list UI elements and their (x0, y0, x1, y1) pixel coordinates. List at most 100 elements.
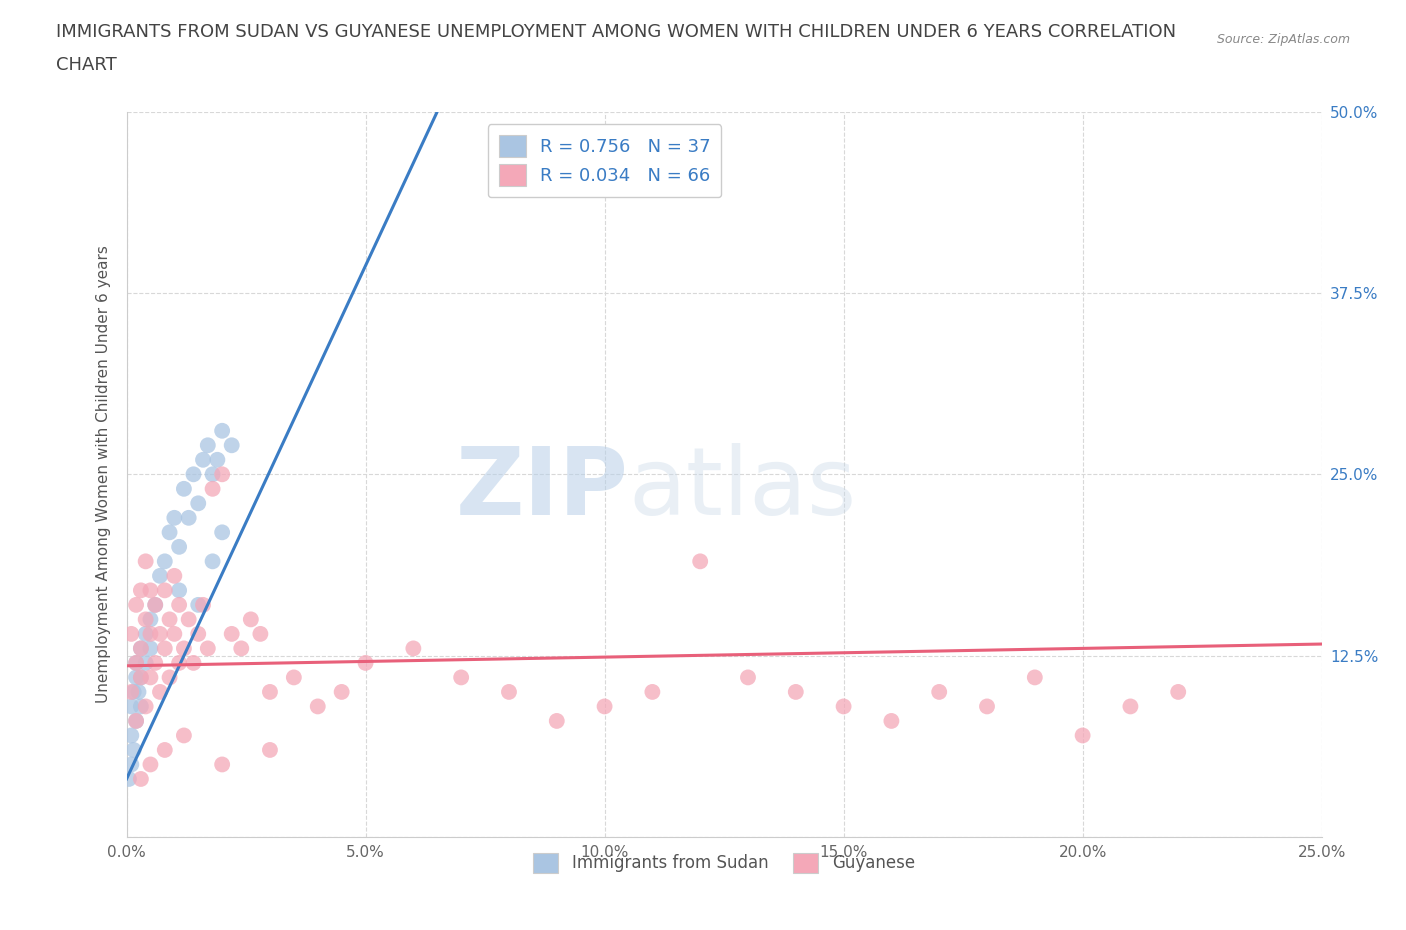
Point (125, 656, 148, 671)
Point (785, 684, 807, 699)
Point (173, 728, 195, 743)
Point (737, 670, 759, 684)
Point (125, 656, 148, 671)
Point (259, 684, 281, 699)
Point (135, 554, 157, 569)
Point (498, 684, 520, 699)
Point (593, 699, 616, 714)
Point (149, 684, 172, 699)
Point (832, 699, 855, 714)
Point (259, 742, 281, 757)
Y-axis label: Unemployment Among Women with Children Under 6 years: Unemployment Among Women with Children U… (96, 246, 111, 703)
Point (159, 670, 181, 684)
Point (187, 627, 209, 642)
Point (120, 627, 142, 642)
Point (1071, 728, 1094, 743)
Point (880, 713, 903, 728)
Point (139, 612, 162, 627)
Point (153, 742, 176, 757)
Point (127, 684, 149, 699)
Point (153, 554, 176, 569)
Point (167, 656, 190, 671)
Point (135, 699, 157, 714)
Point (177, 511, 200, 525)
Point (159, 612, 181, 627)
Point (221, 627, 243, 642)
Point (125, 670, 148, 684)
Point (283, 670, 305, 684)
Point (173, 641, 195, 656)
Point (197, 641, 219, 656)
Point (689, 554, 711, 569)
Point (1024, 670, 1046, 684)
Point (143, 597, 166, 612)
Point (125, 597, 148, 612)
Point (129, 583, 152, 598)
Point (187, 597, 209, 612)
Point (173, 482, 195, 497)
Point (187, 496, 209, 511)
Point (139, 627, 162, 642)
Point (191, 597, 214, 612)
Point (159, 525, 181, 539)
Point (135, 627, 157, 642)
Point (122, 684, 145, 699)
Point (129, 670, 152, 684)
Point (149, 627, 172, 642)
Point (211, 525, 233, 539)
Point (183, 656, 205, 671)
Point (135, 656, 157, 671)
Point (928, 684, 950, 699)
Point (191, 452, 214, 467)
Point (546, 713, 568, 728)
Point (450, 670, 472, 684)
Point (129, 641, 152, 656)
Point (118, 772, 141, 787)
Point (143, 597, 166, 612)
Point (139, 583, 162, 598)
Point (1119, 699, 1142, 714)
Point (163, 627, 186, 642)
Point (120, 757, 142, 772)
Point (183, 467, 205, 482)
Point (163, 511, 186, 525)
Point (221, 438, 243, 453)
Point (120, 699, 142, 714)
Point (129, 772, 152, 787)
Point (207, 452, 229, 467)
Point (239, 612, 262, 627)
Point (211, 423, 233, 438)
Point (231, 641, 253, 656)
Point (167, 539, 190, 554)
Point (211, 757, 233, 772)
Point (153, 641, 176, 656)
Text: CHART: CHART (56, 56, 117, 73)
Point (211, 467, 233, 482)
Text: ZIP: ZIP (456, 443, 628, 535)
Point (139, 641, 162, 656)
Point (167, 597, 190, 612)
Point (125, 713, 148, 728)
Point (402, 641, 425, 656)
Point (149, 568, 172, 583)
Point (153, 583, 176, 598)
Point (1167, 684, 1189, 699)
Point (976, 699, 998, 714)
Point (307, 699, 329, 714)
Point (201, 467, 224, 482)
Point (139, 757, 162, 772)
Point (125, 713, 148, 728)
Text: atlas: atlas (628, 443, 856, 535)
Point (120, 728, 142, 743)
Point (143, 656, 166, 671)
Point (249, 627, 271, 642)
Legend: Immigrants from Sudan, Guyanese: Immigrants from Sudan, Guyanese (523, 843, 925, 884)
Point (139, 670, 162, 684)
Point (122, 742, 145, 757)
Point (330, 684, 353, 699)
Point (197, 438, 219, 453)
Text: IMMIGRANTS FROM SUDAN VS GUYANESE UNEMPLOYMENT AMONG WOMEN WITH CHILDREN UNDER 6: IMMIGRANTS FROM SUDAN VS GUYANESE UNEMPL… (56, 23, 1177, 41)
Point (129, 641, 152, 656)
Point (129, 670, 152, 684)
Point (129, 699, 152, 714)
